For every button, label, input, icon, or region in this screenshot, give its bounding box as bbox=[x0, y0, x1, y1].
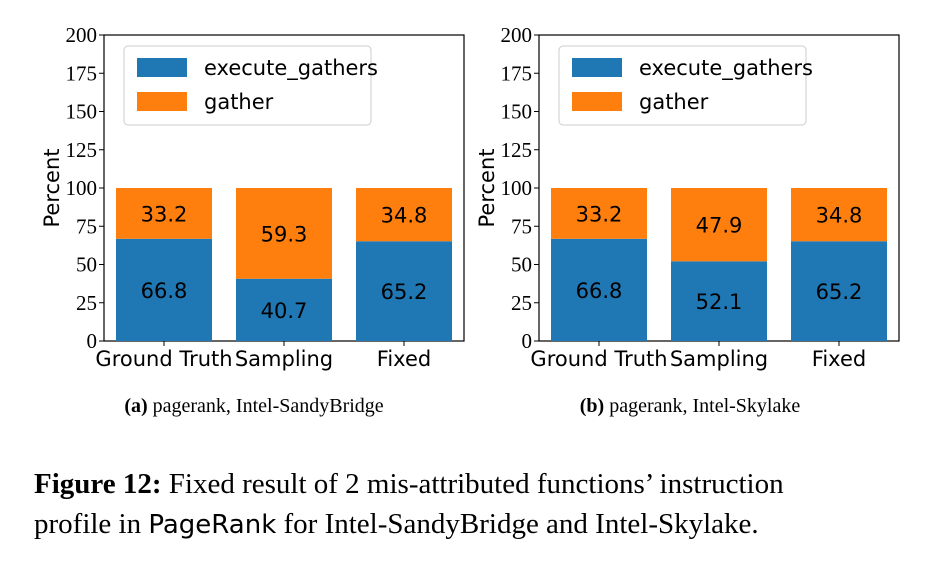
data-label-b-gather-0: 33.2 bbox=[576, 202, 623, 226]
bar-b-execute_gathers-0 bbox=[551, 238, 647, 341]
bar-a-execute_gathers-1 bbox=[236, 278, 332, 341]
bar-a-execute_gathers-2 bbox=[356, 241, 452, 341]
bar-a-gather-1 bbox=[236, 188, 332, 279]
legend-swatch-a-gather bbox=[137, 92, 187, 111]
y-tick-label-b: 200 bbox=[501, 23, 533, 47]
data-label-b-execute_gathers-0: 66.8 bbox=[576, 279, 623, 303]
data-label-a-gather-1: 59.3 bbox=[261, 222, 308, 246]
bar-b-gather-0 bbox=[551, 188, 647, 239]
subcaption-b: (b) pagerank, Intel-Skylake bbox=[580, 395, 801, 417]
data-label-a-gather-2: 34.8 bbox=[381, 204, 428, 228]
y-tick-label-b: 175 bbox=[501, 61, 533, 85]
legend-label-b-gather: gather bbox=[639, 90, 709, 114]
bar-b-gather-1 bbox=[671, 188, 767, 262]
x-tick-label-b: Sampling bbox=[670, 347, 768, 371]
y-tick-label-a: 100 bbox=[66, 176, 98, 200]
bar-b-execute_gathers-2 bbox=[791, 241, 887, 341]
y-tick-label-b: 75 bbox=[511, 214, 532, 238]
x-tick-label-b: Fixed bbox=[812, 347, 866, 371]
figure-caption-text1: Fixed result of 2 mis-attributed functio… bbox=[161, 468, 784, 500]
x-tick-label-a: Ground Truth bbox=[95, 347, 232, 371]
data-label-a-execute_gathers-2: 65.2 bbox=[381, 280, 428, 304]
y-tick-label-b: 100 bbox=[501, 176, 533, 200]
y-tick-label-b: 150 bbox=[501, 100, 533, 124]
data-label-b-execute_gathers-1: 52.1 bbox=[696, 290, 743, 314]
legend-swatch-b-gather bbox=[572, 92, 622, 111]
bar-b-execute_gathers-1 bbox=[671, 261, 767, 341]
bar-a-gather-2 bbox=[356, 188, 452, 242]
figure-caption-line2: profile in PageRank for Intel-SandyBridg… bbox=[34, 508, 759, 541]
y-axis-label-a: Percent bbox=[40, 148, 64, 227]
figure-caption-text2-pre: profile in bbox=[34, 508, 149, 540]
y-tick-label-a: 50 bbox=[76, 253, 97, 277]
data-label-b-gather-2: 34.8 bbox=[816, 204, 863, 228]
bar-a-execute_gathers-0 bbox=[116, 238, 212, 341]
legend-label-a-gather: gather bbox=[204, 90, 274, 114]
y-tick-label-b: 25 bbox=[511, 291, 532, 315]
subcaption-b-text: pagerank, Intel-Skylake bbox=[604, 395, 800, 417]
y-tick-label-a: 25 bbox=[76, 291, 97, 315]
figure-caption-code: PageRank bbox=[148, 510, 277, 540]
y-tick-label-b: 50 bbox=[511, 253, 532, 277]
y-tick-label-a: 125 bbox=[66, 138, 98, 162]
data-label-a-execute_gathers-0: 66.8 bbox=[141, 279, 188, 303]
legend-swatch-a-execute_gathers bbox=[137, 58, 187, 77]
y-tick-label-b: 0 bbox=[522, 329, 533, 353]
figure-caption-text2-post: for Intel-SandyBridge and Intel-Skylake. bbox=[276, 508, 759, 540]
bar-a-gather-0 bbox=[116, 188, 212, 239]
data-label-a-execute_gathers-1: 40.7 bbox=[261, 299, 308, 323]
subcaption-a: (a) pagerank, Intel-SandyBridge bbox=[124, 395, 383, 417]
chart-b: 0 25 50 75 100 125 150 175 200 Percent 66.8 33.2 Gro… bbox=[475, 23, 900, 371]
legend-label-a-execute_gathers: execute_gathers bbox=[204, 56, 378, 81]
y-tick-label-b: 125 bbox=[501, 138, 533, 162]
subcaption-a-text: pagerank, Intel-SandyBridge bbox=[148, 395, 384, 417]
legend-label-b-execute_gathers: execute_gathers bbox=[639, 56, 813, 81]
y-axis-label-b: Percent bbox=[475, 148, 499, 227]
y-tick-label-a: 150 bbox=[66, 100, 98, 124]
x-tick-label-b: Ground Truth bbox=[530, 347, 667, 371]
figure-caption-line1: Figure 12: Fixed result of 2 mis-attribu… bbox=[34, 468, 784, 501]
subcaption-a-label: (a) bbox=[124, 395, 147, 417]
data-label-b-gather-1: 47.9 bbox=[696, 214, 743, 238]
y-tick-label-a: 200 bbox=[66, 23, 98, 47]
y-tick-label-a: 175 bbox=[66, 61, 98, 85]
x-tick-label-a: Sampling bbox=[235, 347, 333, 371]
y-tick-label-a: 0 bbox=[87, 329, 98, 353]
figure-caption-label: Figure 12: bbox=[34, 468, 162, 500]
y-tick-label-a: 75 bbox=[76, 214, 97, 238]
data-label-a-gather-0: 33.2 bbox=[141, 202, 188, 226]
chart-a: 0 25 50 75 100 125 150 175 200 Percent 66.8 33.2 Gro… bbox=[40, 23, 465, 371]
bar-b-gather-2 bbox=[791, 188, 887, 242]
x-tick-label-a: Fixed bbox=[377, 347, 431, 371]
legend-swatch-b-execute_gathers bbox=[572, 58, 622, 77]
data-label-b-execute_gathers-2: 65.2 bbox=[816, 280, 863, 304]
subcaption-b-label: (b) bbox=[580, 395, 604, 417]
